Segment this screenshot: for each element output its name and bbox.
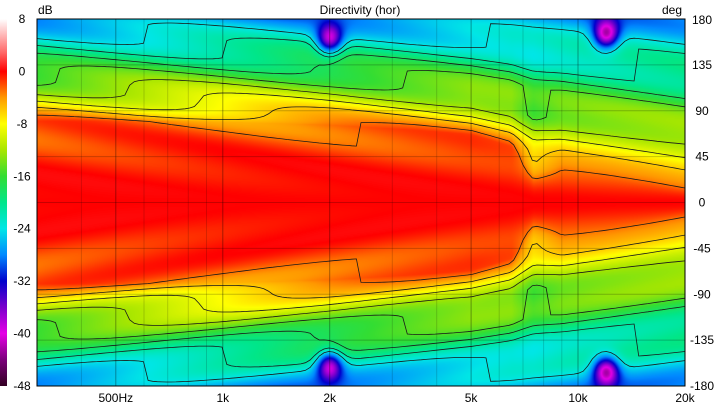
- x-tick-label: 2k: [323, 391, 337, 405]
- contour-line: [37, 246, 685, 313]
- contour-line: [37, 52, 685, 99]
- contour-lines: [37, 22, 685, 383]
- contour-line: [37, 22, 685, 54]
- x-tick-label: 20k: [675, 391, 695, 405]
- contour-line: [37, 106, 685, 171]
- contour-line: [37, 351, 685, 383]
- contour-line: [37, 260, 685, 326]
- y-axis-unit-label: deg: [662, 3, 682, 17]
- colorbar-tick-label: -8: [17, 117, 28, 131]
- colorbar-tick-label: -32: [13, 274, 31, 288]
- y-tick-label: 135: [692, 58, 712, 72]
- y-tick-label: -45: [693, 241, 711, 255]
- y-axis-ticks: 180 135 90 45 0 -45 -90 -135 -180: [690, 13, 714, 393]
- x-tick-label: 10k: [568, 391, 588, 405]
- x-tick-label: 500Hz: [98, 391, 133, 405]
- y-tick-label: -180: [690, 379, 714, 393]
- colorbar-tick-label: -16: [13, 169, 31, 183]
- colorbar-unit-label: dB: [38, 3, 53, 17]
- y-tick-label: 45: [695, 150, 709, 164]
- colorbar: [0, 19, 7, 386]
- y-tick-label: -90: [693, 287, 711, 301]
- chart-title: Directivity (hor): [320, 3, 401, 17]
- contour-line: [37, 79, 685, 145]
- y-tick-label: 180: [692, 13, 712, 27]
- y-tick-label: 0: [699, 196, 706, 210]
- colorbar-tick-label: -24: [13, 222, 31, 236]
- contour-line: [37, 323, 685, 368]
- x-tick-label: 5k: [465, 391, 479, 405]
- y-tick-label: 90: [695, 104, 709, 118]
- contour-line: [37, 114, 685, 189]
- contour-line: [37, 92, 685, 159]
- contour-line: [37, 216, 685, 291]
- colorbar-tick-label: -48: [13, 379, 31, 393]
- colorbar-tick-label: -40: [13, 327, 31, 341]
- grid-lines: [37, 19, 685, 386]
- contour-line: [37, 284, 685, 340]
- contour-line: [37, 65, 685, 121]
- x-axis-ticks: 500Hz 1k 2k 5k 10k 20k: [98, 391, 695, 405]
- colorbar-tick-label: 8: [19, 12, 26, 26]
- x-tick-label: 1k: [216, 391, 230, 405]
- plot-frame: [36, 18, 686, 387]
- colorbar-tick-label: 0: [19, 64, 26, 78]
- y-tick-label: -135: [690, 333, 714, 347]
- colorbar-ticks: 8 0 -8 -16 -24 -32 -40 -48: [13, 12, 31, 393]
- contour-line: [37, 234, 685, 299]
- contour-line: [37, 306, 685, 353]
- contour-line: [37, 37, 685, 82]
